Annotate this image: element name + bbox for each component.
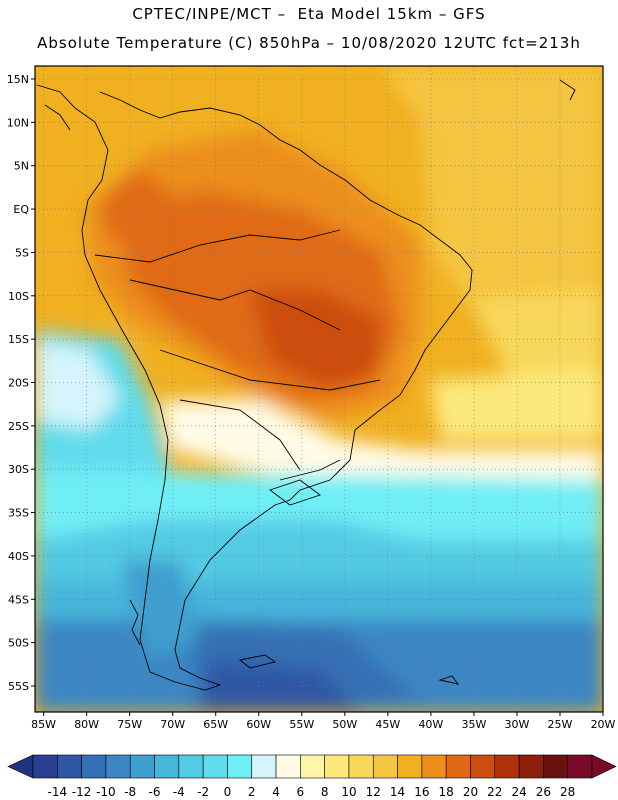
colorbar-over-arrow: [591, 754, 617, 779]
temperature-field: [35, 66, 603, 712]
lat-label: 50S: [8, 637, 29, 650]
colorbar-under-arrow: [7, 754, 34, 779]
coastlines: [36, 79, 576, 691]
colorbar-box: [445, 754, 471, 779]
lon-label: 60W: [246, 718, 271, 731]
lat-label: 5S: [15, 246, 29, 259]
colorbar-label: 10: [341, 785, 356, 799]
lat-label: 55S: [8, 680, 29, 693]
colorbar-box: [129, 754, 155, 779]
colorbar-boxes: [7, 754, 617, 779]
colorbar-label: 0: [224, 785, 232, 799]
colorbar-label: -4: [173, 785, 185, 799]
colorbar-box: [470, 754, 496, 779]
colorbar-box: [178, 754, 204, 779]
colorbar-box: [372, 754, 398, 779]
colorbar-box: [105, 754, 131, 779]
latitude-labels: 15N 10N 5N EQ 5S 10S 15S 20S 25S 30S 35S 40S 45S 50S 5…: [7, 73, 30, 693]
title-line-2: Absolute Temperature (C) 850hPa – 10/08/…: [37, 34, 581, 52]
colorbar-box: [421, 754, 447, 779]
lat-label: EQ: [13, 203, 29, 216]
colorbar-box: [275, 754, 301, 779]
lat-label: 15S: [8, 333, 29, 346]
colorbar-label: 4: [272, 785, 280, 799]
lon-label: 30W: [505, 718, 530, 731]
colorbar-box: [81, 754, 107, 779]
colorbar-label: -10: [96, 785, 116, 799]
colorbar-box: [543, 754, 568, 779]
lon-label: 50W: [332, 718, 357, 731]
colorbar-labels: -14 -12 -10 -8 -6 -4 -2 0 2 4 6 8 10 12 14 16 18 20 22 24 26…: [47, 785, 575, 799]
colorbar-box: [494, 754, 520, 779]
lon-label: 40W: [418, 718, 443, 731]
lon-label: 85W: [31, 718, 56, 731]
lon-label: 25W: [548, 718, 573, 731]
colorbar-box: [348, 754, 374, 779]
lat-label: 20S: [8, 376, 29, 389]
colorbar-label: 12: [366, 785, 381, 799]
lon-label: 80W: [74, 718, 99, 731]
colorbar-box: [397, 754, 423, 779]
colorbar-label: -2: [197, 785, 209, 799]
lat-label: 5N: [14, 160, 29, 173]
lat-label: 45S: [8, 593, 29, 606]
axis-ticks: [31, 78, 604, 716]
lon-label: 35W: [461, 718, 486, 731]
graticule: [35, 66, 603, 712]
colorbar-box: [567, 754, 593, 779]
lon-label: 75W: [117, 718, 142, 731]
colorbar-label: 2: [248, 785, 256, 799]
lon-label: 70W: [160, 718, 185, 731]
lat-label: 25S: [8, 420, 29, 433]
colorbar-box: [300, 754, 325, 779]
lon-label: 55W: [289, 718, 314, 731]
colorbar-box: [32, 754, 58, 779]
colorbar-label: 14: [390, 785, 405, 799]
colorbar-label: 18: [439, 785, 454, 799]
colorbar-label: 28: [560, 785, 575, 799]
lon-label: 45W: [375, 718, 400, 731]
colorbar-label: 24: [511, 785, 526, 799]
colorbar-label: 8: [321, 785, 329, 799]
colorbar-box: [324, 754, 350, 779]
lon-label: 20W: [591, 718, 616, 731]
colorbar-box: [57, 754, 82, 779]
lat-label: 30S: [8, 463, 29, 476]
lat-label: 35S: [8, 507, 29, 520]
lon-label: 65W: [203, 718, 228, 731]
colorbar-label: 26: [536, 785, 551, 799]
lat-label: 10S: [8, 290, 29, 303]
map-frame: [34, 65, 604, 713]
colorbar-label: -6: [149, 785, 161, 799]
colorbar-label: 16: [414, 785, 429, 799]
colorbar-label: 22: [487, 785, 502, 799]
colorbar-box: [227, 754, 253, 779]
colorbar-label: 6: [297, 785, 305, 799]
colorbar-label: -14: [47, 785, 67, 799]
lat-label: 40S: [8, 550, 29, 563]
colorbar-label: -12: [72, 785, 92, 799]
longitude-labels: 85W 80W 75W 70W 65W 60W 55W 50W 45W 40W 35W 30W 25W 2…: [31, 718, 615, 731]
colorbar-box: [251, 754, 277, 779]
colorbar-box: [202, 754, 228, 779]
lat-label: 10N: [7, 116, 29, 129]
colorbar-label: 20: [463, 785, 478, 799]
lat-label: 15N: [7, 73, 29, 86]
colorbar-box: [518, 754, 544, 779]
title-line-1: CPTEC/INPE/MCT – Eta Model 15km – GFS: [132, 5, 486, 23]
colorbar-label: -8: [124, 785, 136, 799]
colorbar-box: [154, 754, 180, 779]
